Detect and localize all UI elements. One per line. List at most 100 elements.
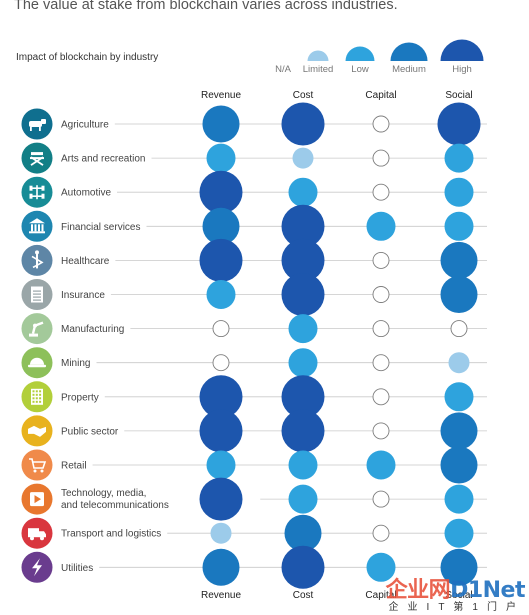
bubble-capital-n-a xyxy=(372,388,390,406)
bubble-cost-high xyxy=(281,545,325,589)
page-title: The value at stake from blockchain varie… xyxy=(14,0,398,13)
bubble-cost-limited xyxy=(292,147,314,169)
column-footer-revenue: Revenue xyxy=(201,590,241,601)
column-footer-social: Social xyxy=(445,590,472,601)
legend-label-limited: Limited xyxy=(303,64,334,75)
column-header-capital: Capital xyxy=(365,90,396,101)
industry-label: Insurance xyxy=(61,290,105,301)
row-insurance: Insurance xyxy=(21,273,487,316)
bubble-revenue-medium xyxy=(202,548,240,586)
directors-chair-icon xyxy=(21,142,53,174)
watermark: 企业网D1Net 企业IT第1门户 xyxy=(385,578,526,613)
row-arts-and-recreation: Arts and recreation xyxy=(21,142,487,174)
bubble-social-low xyxy=(444,211,474,241)
bubble-cost-low xyxy=(288,177,318,207)
bubble-social-low xyxy=(444,143,474,173)
caduceus-icon xyxy=(21,244,53,276)
row-healthcare: Healthcare xyxy=(21,238,487,282)
bubble-revenue-medium xyxy=(202,207,240,245)
row-manufacturing: Manufacturing xyxy=(21,313,487,345)
row-mining: Mining xyxy=(21,347,487,379)
bubble-cost-high xyxy=(281,273,325,316)
legend-swatch-high xyxy=(440,39,484,61)
legend-label-medium: Medium xyxy=(392,64,426,75)
bubble-cost-high xyxy=(281,375,325,419)
bubble-revenue-n-a xyxy=(212,320,230,338)
industry-label: Retail xyxy=(61,461,87,472)
bubble-social-medium xyxy=(440,446,478,484)
bubble-social-limited xyxy=(448,352,470,374)
bubble-cost-low xyxy=(288,314,318,344)
column-header-revenue: Revenue xyxy=(201,90,241,101)
industry-label: Technology, media, and telecommunications xyxy=(61,488,169,511)
column-header-cost: Cost xyxy=(293,90,314,101)
industry-label: Mining xyxy=(61,358,90,369)
bubble-social-medium xyxy=(440,241,478,279)
chassis-icon xyxy=(21,176,53,208)
industry-label: Arts and recreation xyxy=(61,154,146,165)
bubble-revenue-high xyxy=(199,238,243,282)
bubble-revenue-low xyxy=(206,280,236,309)
bubble-revenue-low xyxy=(206,143,236,173)
watermark-logo-cn: 企业网 xyxy=(385,578,451,603)
bubble-capital-n-a xyxy=(372,115,390,133)
bubble-revenue-high xyxy=(199,477,243,521)
bubble-revenue-low xyxy=(206,450,236,480)
bubble-cost-low xyxy=(288,450,318,480)
bubble-capital-n-a xyxy=(372,149,390,167)
industry-label: Transport and logistics xyxy=(61,529,161,540)
bubble-social-medium xyxy=(440,412,478,450)
industry-label: Automotive xyxy=(61,188,111,199)
cart-icon xyxy=(21,449,53,481)
bubble-capital-low xyxy=(366,211,396,241)
chart-title: Impact of blockchain by industry xyxy=(16,52,159,63)
bubble-social-high xyxy=(437,102,481,146)
bubble-cost-high xyxy=(281,204,325,248)
column-headers-bottom: Revenue Cost Capital Social xyxy=(201,590,473,601)
bubble-social-low xyxy=(444,518,474,548)
column-headers-top: Revenue Cost Capital Social xyxy=(201,90,473,101)
column-footer-cost: Cost xyxy=(293,590,314,601)
watermark-logo-en: D1Net xyxy=(450,578,525,603)
hard-hat-icon xyxy=(21,347,53,379)
row-technology-media-and-telecommunications: Technology, media, and telecommunications xyxy=(21,477,487,521)
bubble-social-medium xyxy=(440,548,478,586)
bubble-cost-high xyxy=(281,102,325,146)
industry-label: Property xyxy=(61,392,99,403)
bank-icon xyxy=(21,210,53,242)
row-financial-services: Financial services xyxy=(21,204,487,248)
bubble-revenue-high xyxy=(199,170,243,214)
legend-swatch-low xyxy=(345,46,375,61)
bubble-cost-high xyxy=(281,409,325,453)
building-icon xyxy=(21,381,53,413)
bubble-capital-n-a xyxy=(372,524,390,542)
column-header-social: Social xyxy=(445,90,472,101)
legend-swatch-medium xyxy=(390,42,428,61)
row-utilities: Utilities xyxy=(21,545,487,589)
legend-label-low: Low xyxy=(351,64,369,75)
bubble-capital-n-a xyxy=(372,490,390,508)
bubble-social-low xyxy=(444,484,474,514)
bubble-capital-n-a xyxy=(372,422,390,440)
row-automotive: Automotive xyxy=(21,170,487,214)
industry-label: Financial services xyxy=(61,222,140,233)
bubble-capital-n-a xyxy=(372,354,390,372)
bubble-social-n-a xyxy=(450,320,468,338)
bubble-cost-medium xyxy=(284,514,322,552)
industry-label: Utilities xyxy=(61,563,93,574)
bubble-cost-low xyxy=(288,484,318,514)
bubble-capital-low xyxy=(366,450,396,480)
cow-icon xyxy=(21,108,53,140)
watermark-tagline: 企业IT第1门户 xyxy=(388,602,525,613)
row-property: Property xyxy=(21,375,487,419)
industry-label: Healthcare xyxy=(61,256,110,267)
truck-icon xyxy=(21,517,53,549)
industry-label: Manufacturing xyxy=(61,324,124,335)
bubble-social-medium xyxy=(440,276,478,313)
legend-label-n-a: N/A xyxy=(275,64,292,75)
handshake-icon xyxy=(21,415,53,447)
bubble-cost-low xyxy=(288,348,318,378)
bubble-revenue-limited xyxy=(210,522,232,544)
bubble-cost-high xyxy=(281,238,325,282)
